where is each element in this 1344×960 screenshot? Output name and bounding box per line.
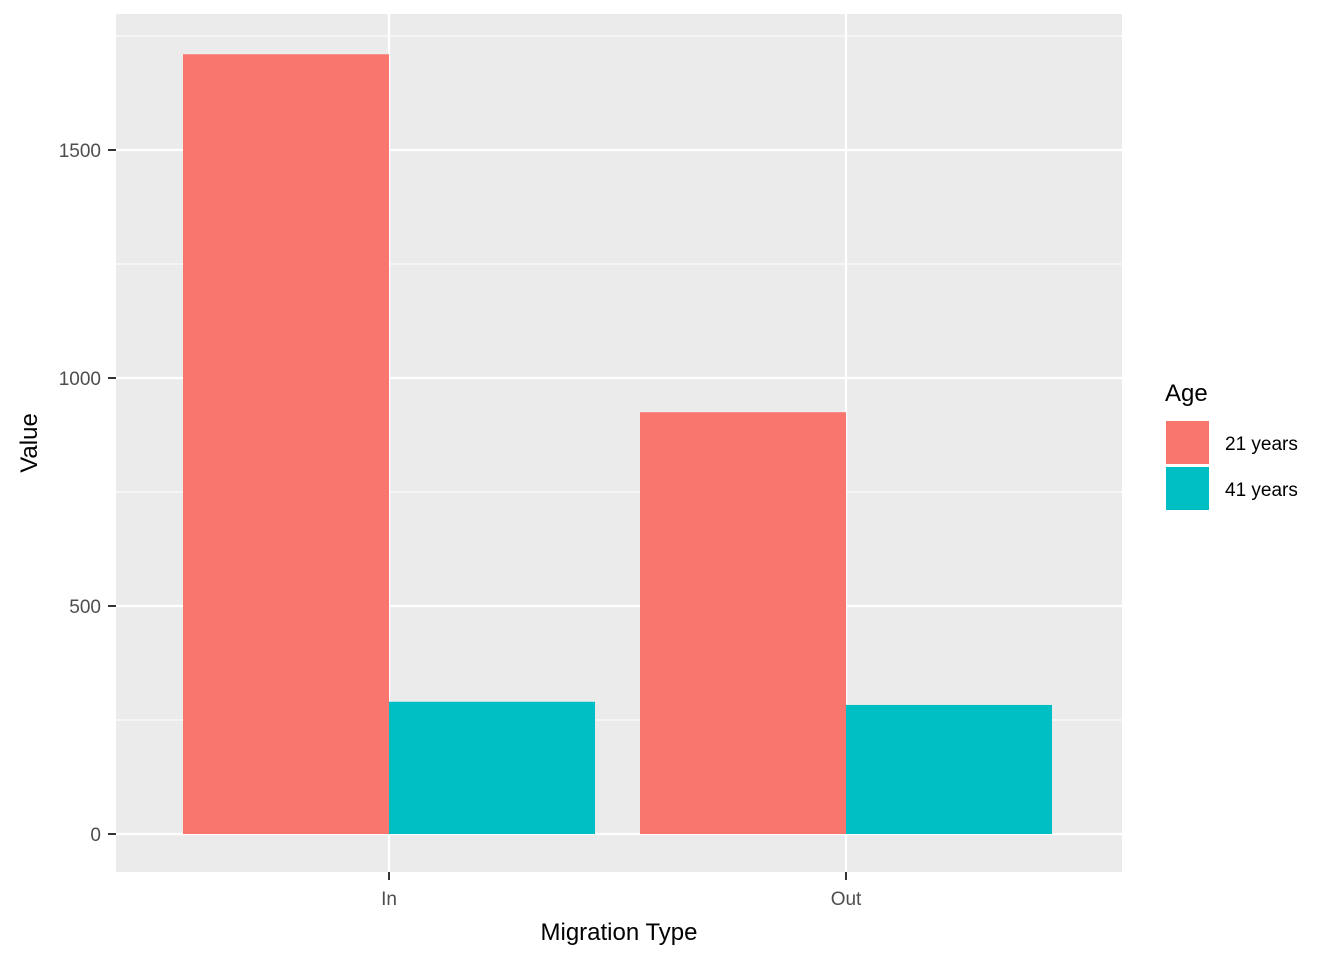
bar [846,704,1052,834]
legend: Age 21 years 41 years [1165,380,1298,510]
x-tick-label: Out [831,889,862,910]
legend-title: Age [1165,380,1208,407]
y-tick-label: 1500 [59,141,101,162]
bar [640,412,846,834]
legend-label: 41 years [1225,480,1298,501]
y-axis-title: Value [16,413,43,473]
bar [389,701,595,834]
y-tick-label: 500 [69,597,101,618]
y-axis: 0 500 1000 1500 [59,141,116,846]
x-axis-title: Migration Type [541,919,698,946]
legend-key [1166,421,1209,464]
legend-label: 21 years [1225,434,1298,455]
x-axis: In Out [381,872,862,910]
y-tick-label: 0 [90,825,101,846]
legend-key [1166,467,1209,510]
x-tick-label: In [381,889,397,910]
bars [183,54,1052,835]
y-tick-label: 1000 [59,369,101,390]
bar [183,54,389,835]
